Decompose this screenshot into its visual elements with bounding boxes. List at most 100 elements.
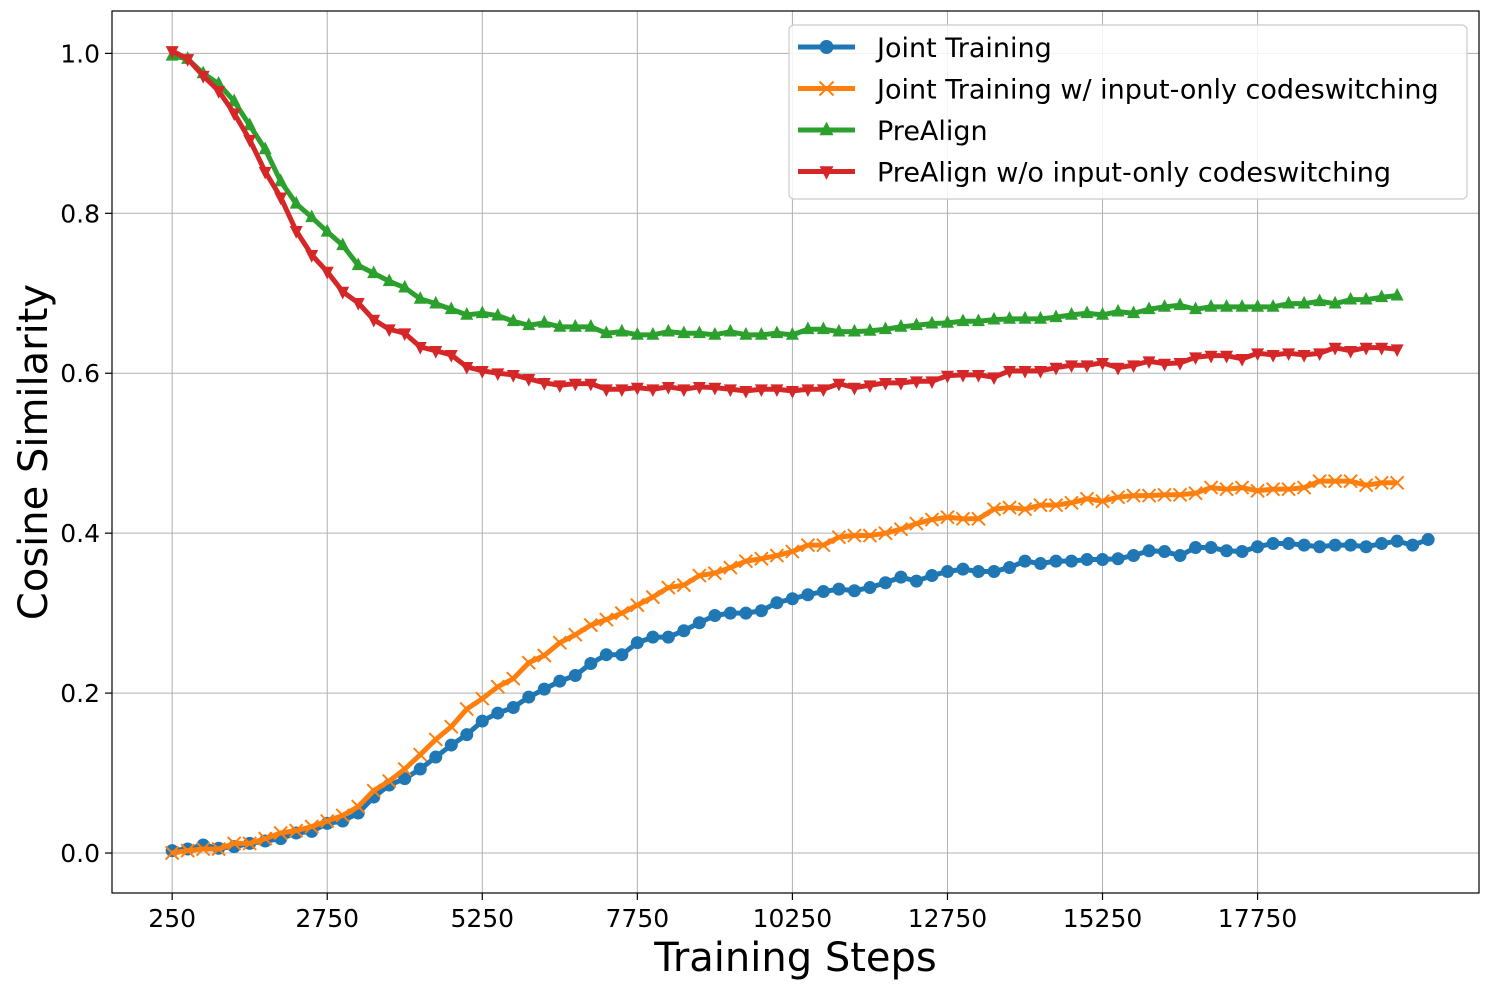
- data-point: [1033, 365, 1047, 379]
- data-point: [754, 384, 768, 398]
- data-point: [987, 372, 1001, 386]
- data-point: [1390, 344, 1404, 358]
- data-point: [491, 307, 505, 321]
- data-point: [1390, 534, 1404, 548]
- legend-marker: [819, 40, 834, 54]
- x-tick-label: 12750: [908, 904, 988, 933]
- data-point: [165, 46, 179, 59]
- data-point: [769, 548, 785, 563]
- data-point: [1158, 358, 1172, 372]
- data-point: [305, 209, 319, 223]
- data-point: [1359, 342, 1373, 356]
- data-point: [1189, 301, 1203, 315]
- legend-marker: [818, 80, 835, 97]
- x-tick-label: 2750: [295, 904, 359, 933]
- x-tick-label: 250: [148, 904, 196, 933]
- data-point: [1127, 360, 1141, 374]
- data-point: [630, 597, 645, 613]
- data-point: [677, 384, 691, 398]
- data-point: [754, 327, 768, 340]
- data-point: [398, 772, 412, 786]
- x-axis-ticks: 250 2750 5250 7750 10250 12750 15250 17750: [148, 893, 1297, 933]
- data-point: [273, 825, 288, 841]
- data-point: [909, 574, 923, 588]
- data-point: [242, 836, 257, 851]
- data-point: [289, 823, 304, 838]
- data-point: [801, 384, 815, 398]
- data-point: [1328, 342, 1342, 356]
- data-point: [1049, 554, 1063, 568]
- data-point: [336, 286, 350, 300]
- data-point: [336, 237, 350, 251]
- data-point: [615, 648, 629, 662]
- legend-item[interactable]: Joint Training w/ input-only codeswitchi…: [798, 75, 1439, 106]
- data-point: [475, 714, 489, 728]
- data-point: [289, 195, 303, 209]
- data-point: [1080, 305, 1094, 319]
- data-point: [862, 528, 878, 543]
- series-layer: [164, 46, 1435, 861]
- data-point: [1049, 362, 1063, 376]
- data-point: [925, 569, 939, 583]
- legend[interactable]: Joint Training Joint Training w/ input-on…: [788, 24, 1468, 200]
- data-point: [1327, 473, 1343, 489]
- data-point: [212, 86, 226, 99]
- data-point: [707, 565, 723, 581]
- y-tick-label: 0.2: [60, 679, 100, 708]
- data-point: [661, 323, 675, 337]
- data-point: [522, 373, 536, 387]
- data-point: [164, 845, 180, 861]
- data-point: [335, 808, 350, 823]
- y-axis-title: Cosine Similarity: [11, 284, 57, 620]
- data-point: [537, 682, 551, 696]
- series-0: [165, 533, 1435, 858]
- data-point: [723, 606, 737, 620]
- data-point: [1359, 291, 1373, 305]
- data-point: [1266, 537, 1280, 551]
- x-tick-label: 7750: [606, 904, 670, 933]
- data-point: [1328, 538, 1342, 552]
- data-point: [599, 384, 613, 398]
- data-point: [863, 380, 877, 394]
- data-point: [847, 528, 862, 543]
- data-point: [1127, 305, 1141, 319]
- series-3: [165, 46, 1404, 399]
- data-point: [646, 384, 660, 398]
- data-point: [444, 738, 458, 752]
- data-point: [537, 648, 552, 663]
- data-point: [1343, 473, 1358, 489]
- legend-marker: [819, 121, 834, 136]
- data-point: [1266, 349, 1280, 363]
- data-point: [1079, 491, 1095, 506]
- data-point: [1065, 360, 1079, 374]
- data-point: [676, 577, 692, 593]
- data-point: [893, 521, 909, 537]
- data-point: [382, 773, 397, 789]
- legend-marker: [819, 166, 834, 180]
- data-point: [243, 117, 257, 131]
- data-point: [320, 813, 335, 829]
- data-point: [1158, 299, 1172, 312]
- data-point: [614, 605, 630, 621]
- data-point: [351, 257, 365, 271]
- legend-item[interactable]: PreAlign: [798, 116, 988, 147]
- data-point: [429, 345, 443, 359]
- data-point: [1297, 295, 1311, 309]
- data-point: [754, 551, 769, 566]
- data-point: [258, 166, 272, 180]
- data-point: [599, 325, 613, 339]
- data-point: [1096, 307, 1110, 320]
- legend-item[interactable]: Joint Training: [798, 33, 1052, 64]
- data-point: [863, 323, 877, 336]
- data-point: [1142, 301, 1156, 315]
- data-point: [894, 319, 908, 332]
- data-point: [491, 706, 505, 720]
- legend-item[interactable]: PreAlign w/o input-only codeswitching: [798, 158, 1391, 189]
- data-point: [1204, 299, 1218, 312]
- data-point: [274, 192, 288, 206]
- data-point: [599, 612, 614, 627]
- legend-box: [788, 24, 1468, 200]
- x-tick-label: 17750: [1218, 904, 1298, 933]
- data-point: [971, 369, 985, 383]
